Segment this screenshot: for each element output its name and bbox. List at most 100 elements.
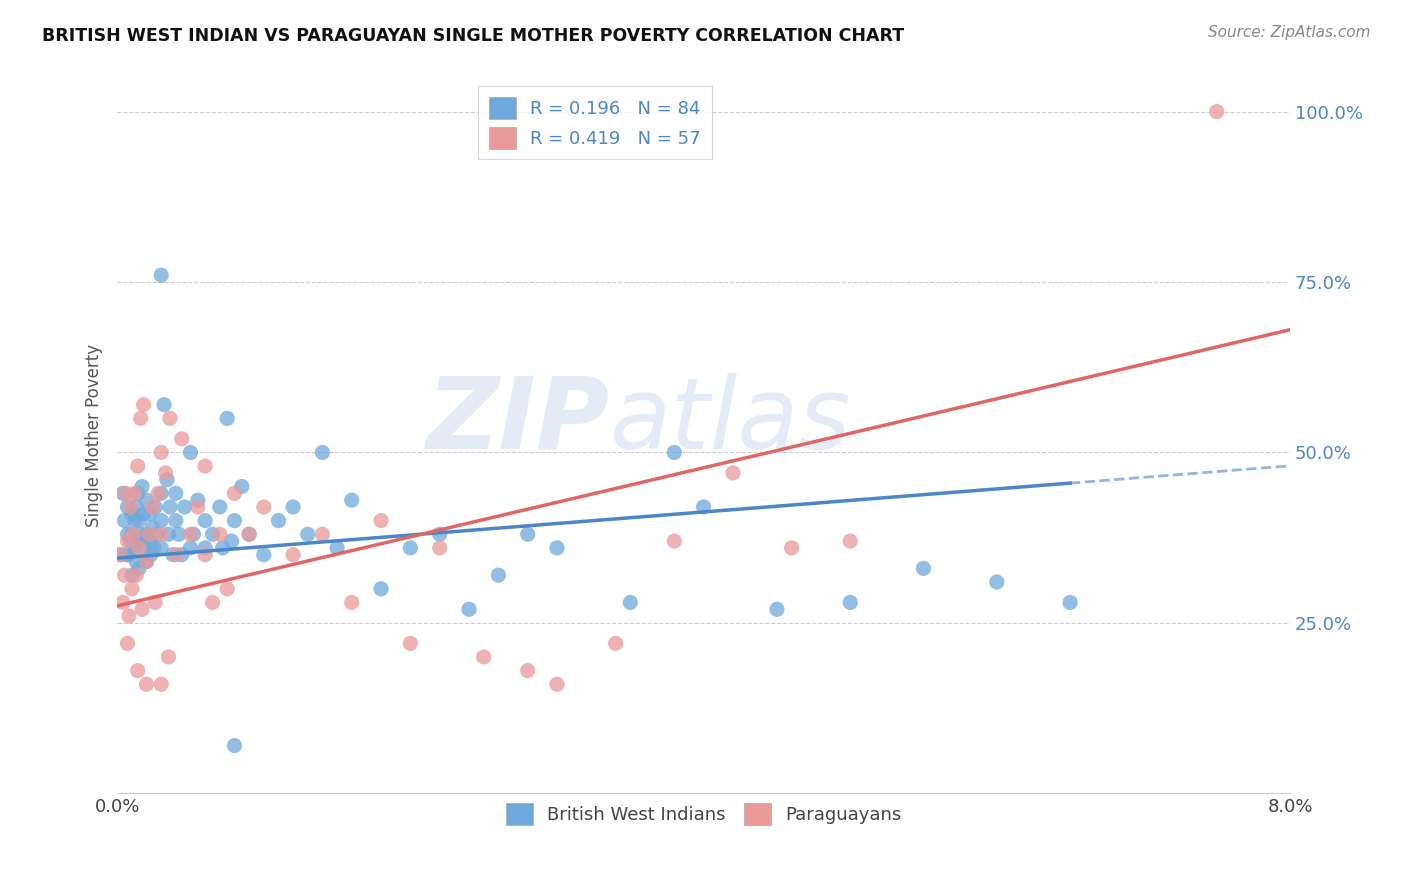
Point	[150, 514, 173, 528]
Point	[121, 568, 143, 582]
Point	[472, 650, 495, 665]
Point	[138, 507, 160, 521]
Point	[208, 527, 231, 541]
Point	[187, 500, 209, 514]
Point	[311, 527, 333, 541]
Point	[183, 527, 205, 541]
Point	[187, 493, 209, 508]
Point	[194, 541, 217, 555]
Point	[429, 527, 451, 541]
Point	[142, 541, 165, 555]
Point	[297, 527, 319, 541]
Point	[128, 541, 150, 555]
Point	[162, 548, 184, 562]
Point	[1205, 104, 1227, 119]
Point	[118, 609, 141, 624]
Point	[125, 500, 148, 514]
Point	[150, 486, 173, 500]
Point	[340, 493, 363, 508]
Point	[112, 595, 135, 609]
Point	[311, 445, 333, 459]
Text: Source: ZipAtlas.com: Source: ZipAtlas.com	[1208, 25, 1371, 40]
Point	[221, 534, 243, 549]
Point	[117, 500, 139, 514]
Point	[121, 507, 143, 521]
Point	[125, 555, 148, 569]
Point	[124, 541, 146, 555]
Point	[159, 500, 181, 514]
Point	[129, 527, 152, 541]
Point	[127, 459, 149, 474]
Point	[139, 548, 162, 562]
Point	[132, 541, 155, 555]
Point	[124, 486, 146, 500]
Point	[458, 602, 481, 616]
Point	[170, 432, 193, 446]
Point	[619, 595, 641, 609]
Point	[165, 548, 187, 562]
Point	[238, 527, 260, 541]
Point	[128, 514, 150, 528]
Point	[141, 520, 163, 534]
Point	[135, 555, 157, 569]
Point	[253, 548, 276, 562]
Point	[132, 398, 155, 412]
Point	[141, 500, 163, 514]
Point	[127, 664, 149, 678]
Point	[721, 466, 744, 480]
Text: ZIP: ZIP	[427, 373, 610, 469]
Point	[912, 561, 935, 575]
Point	[117, 527, 139, 541]
Point	[165, 486, 187, 500]
Point	[118, 548, 141, 562]
Point	[143, 500, 166, 514]
Point	[150, 527, 173, 541]
Point	[340, 595, 363, 609]
Point	[150, 541, 173, 555]
Point	[125, 568, 148, 582]
Point	[159, 411, 181, 425]
Point	[692, 500, 714, 514]
Y-axis label: Single Mother Poverty: Single Mother Poverty	[86, 343, 103, 527]
Point	[108, 548, 131, 562]
Point	[211, 541, 233, 555]
Point	[780, 541, 803, 555]
Point	[115, 548, 138, 562]
Point	[224, 486, 246, 500]
Point	[108, 548, 131, 562]
Point	[117, 534, 139, 549]
Point	[281, 548, 304, 562]
Point	[155, 466, 177, 480]
Point	[127, 486, 149, 500]
Point	[1059, 595, 1081, 609]
Point	[201, 527, 224, 541]
Point	[150, 445, 173, 459]
Point	[157, 650, 180, 665]
Point	[138, 527, 160, 541]
Point	[217, 411, 239, 425]
Point	[127, 534, 149, 549]
Point	[157, 527, 180, 541]
Point	[326, 541, 349, 555]
Point	[224, 739, 246, 753]
Point	[122, 527, 145, 541]
Point	[170, 548, 193, 562]
Point	[120, 534, 142, 549]
Point	[766, 602, 789, 616]
Point	[231, 479, 253, 493]
Point	[121, 527, 143, 541]
Point	[238, 527, 260, 541]
Point	[194, 548, 217, 562]
Point	[179, 527, 201, 541]
Point	[194, 514, 217, 528]
Point	[546, 677, 568, 691]
Point	[986, 574, 1008, 589]
Point	[114, 568, 136, 582]
Point	[135, 527, 157, 541]
Point	[664, 534, 686, 549]
Point	[267, 514, 290, 528]
Point	[839, 595, 862, 609]
Point	[165, 514, 187, 528]
Point	[135, 493, 157, 508]
Text: BRITISH WEST INDIAN VS PARAGUAYAN SINGLE MOTHER POVERTY CORRELATION CHART: BRITISH WEST INDIAN VS PARAGUAYAN SINGLE…	[42, 27, 904, 45]
